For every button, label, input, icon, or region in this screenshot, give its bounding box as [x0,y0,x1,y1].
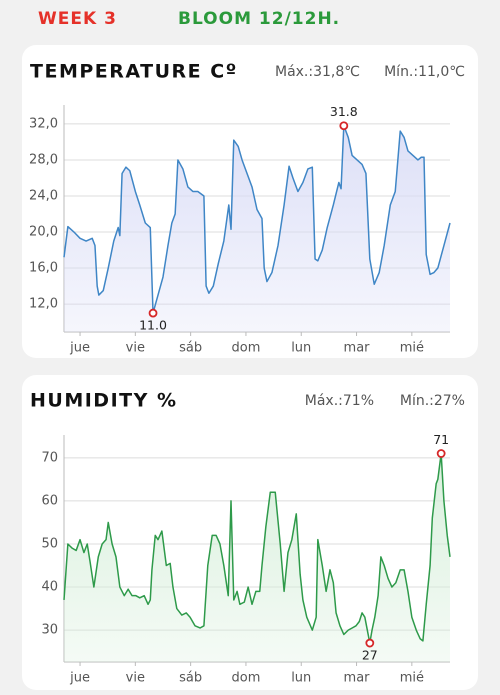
x-tick-label: vie [126,671,145,686]
chart-title: TEMPERATURE Cº [30,61,238,83]
stat-label: Máx.:71% [305,393,374,409]
extreme-marker [436,449,446,458]
phase-label: BLOOM 12/12H. [178,9,340,29]
annotation: 27 [362,648,378,663]
x-tick-label: lun [291,671,311,686]
stat-label: Máx.:31,8℃ [275,64,360,80]
extreme-marker [339,121,349,131]
area [64,453,450,662]
annotation: 31.8 [330,104,358,119]
y-tick-label: 20,0 [29,225,58,240]
y-tick-label: 30 [41,623,58,638]
x-tick-label: lun [291,341,311,356]
stat-label: Mín.:27% [400,393,465,409]
x-tick-label: vie [126,341,145,356]
y-tick-label: 24,0 [29,188,58,203]
x-tick-label: mié [400,341,424,356]
x-tick-label: jue [69,671,90,686]
x-tick-label: mar [344,341,371,356]
chart-title: HUMIDITY % [30,390,178,412]
y-tick-label: 28,0 [29,152,58,167]
x-tick-label: sáb [179,671,202,686]
annotation: 11.0 [139,318,167,333]
y-tick-label: 12,0 [29,297,58,312]
y-tick-label: 70 [41,450,58,465]
y-tick-label: 40 [41,580,58,595]
x-tick-label: jue [69,341,90,356]
x-tick-label: mar [344,671,371,686]
annotation: 71 [433,432,449,447]
y-tick-label: 32,0 [29,116,58,131]
week-label: WEEK 3 [38,9,117,29]
x-tick-label: sáb [179,341,202,356]
y-tick-label: 16,0 [29,261,58,276]
x-tick-label: dom [232,341,261,356]
extreme-marker [365,638,375,648]
extreme-marker [148,308,158,318]
x-tick-label: mié [400,671,424,686]
y-tick-label: 50 [41,536,58,551]
stat-label: Mín.:11,0℃ [384,64,465,80]
line [63,452,451,644]
y-tick-label: 60 [41,493,58,508]
area [64,125,450,332]
x-tick-label: dom [232,671,261,686]
line [63,124,451,314]
